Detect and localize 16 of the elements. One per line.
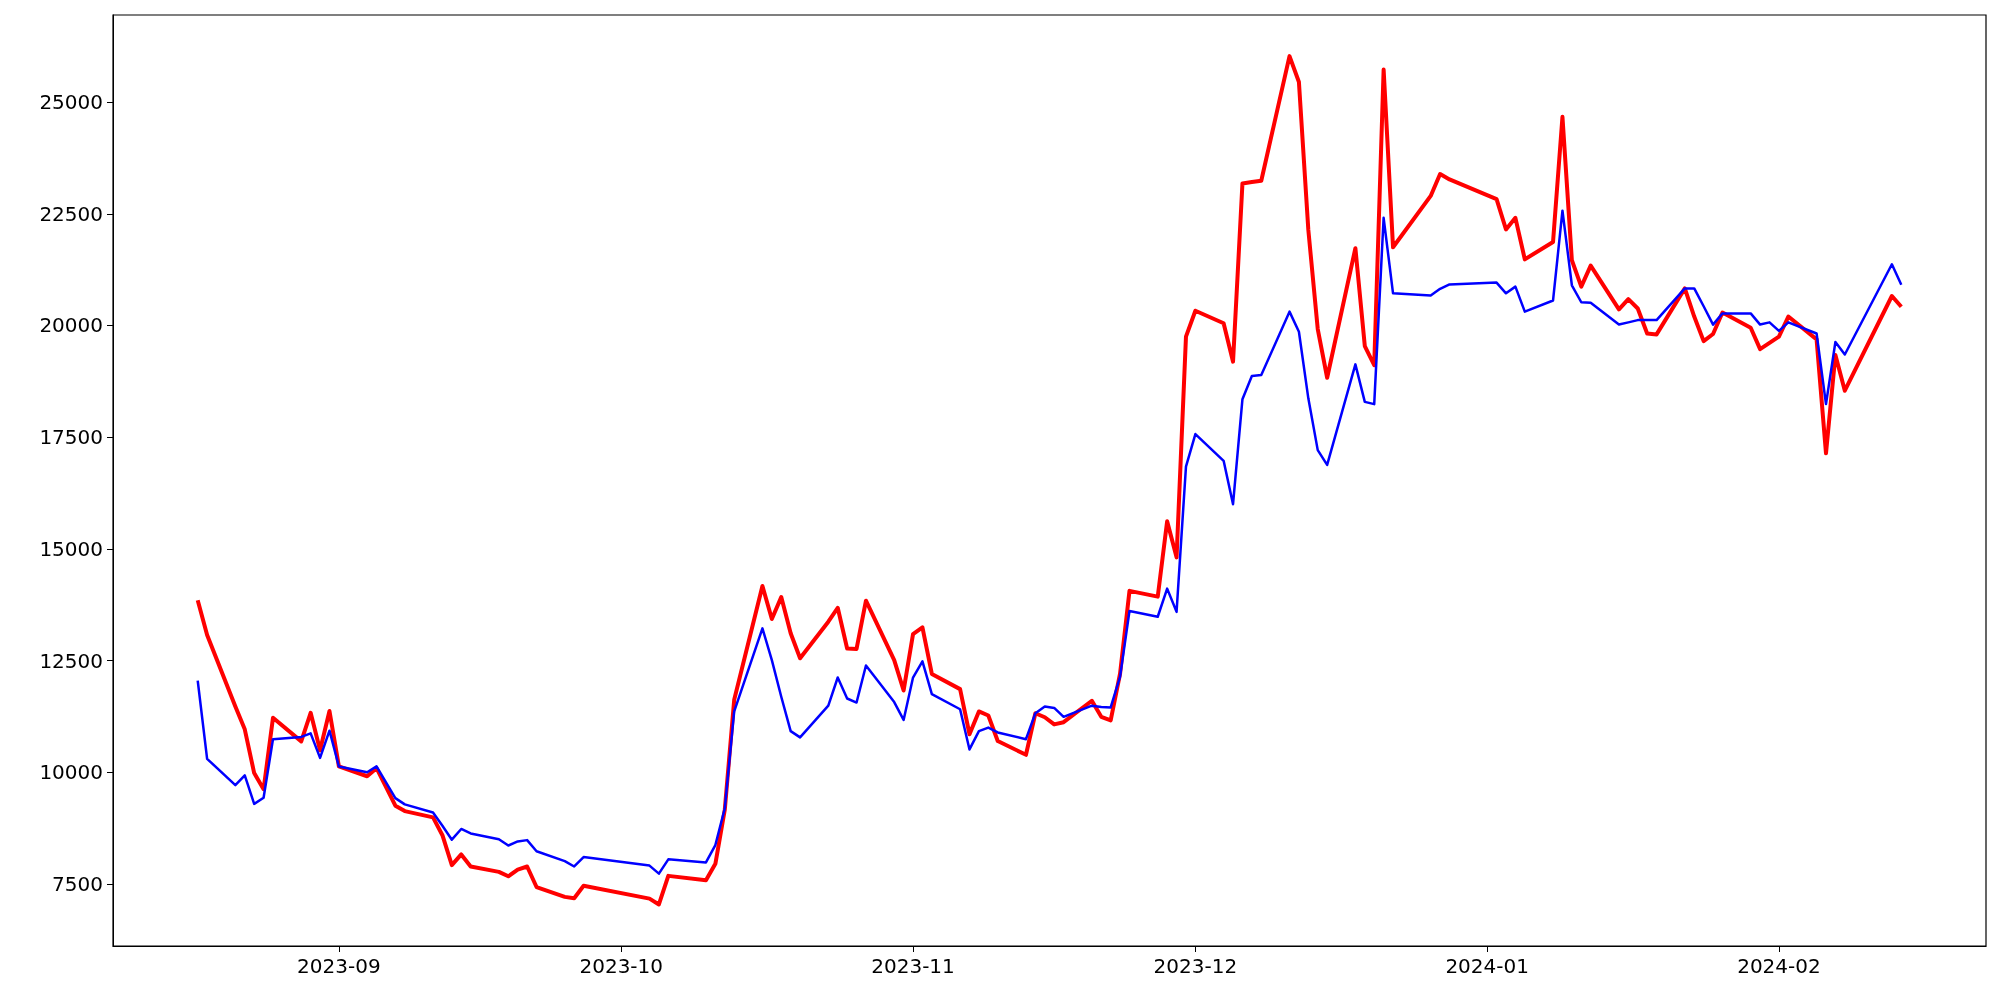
x-tick-label: 2023-11 — [871, 954, 955, 978]
line-series — [195, 54, 1904, 907]
line-series — [196, 209, 1903, 875]
y-tick-label: 15000 — [39, 536, 103, 561]
y-tick-label: 20000 — [39, 313, 103, 338]
x-tick-label: 2023-10 — [579, 954, 664, 978]
y-tick-label: 12500 — [39, 648, 103, 673]
y-tick-label: 22500 — [39, 201, 103, 226]
y-tick-label: 17500 — [39, 425, 103, 450]
x-tick-label: 2023-12 — [1153, 954, 1238, 978]
y-tick-label: 7500 — [52, 871, 103, 896]
x-tick-label: 2023-09 — [297, 954, 381, 978]
y-tick-label: 10000 — [39, 760, 103, 785]
x-tick-label: 2024-01 — [1445, 954, 1529, 978]
x-tick-label: 2024-02 — [1737, 954, 1821, 978]
y-tick-label: 25000 — [39, 90, 103, 115]
